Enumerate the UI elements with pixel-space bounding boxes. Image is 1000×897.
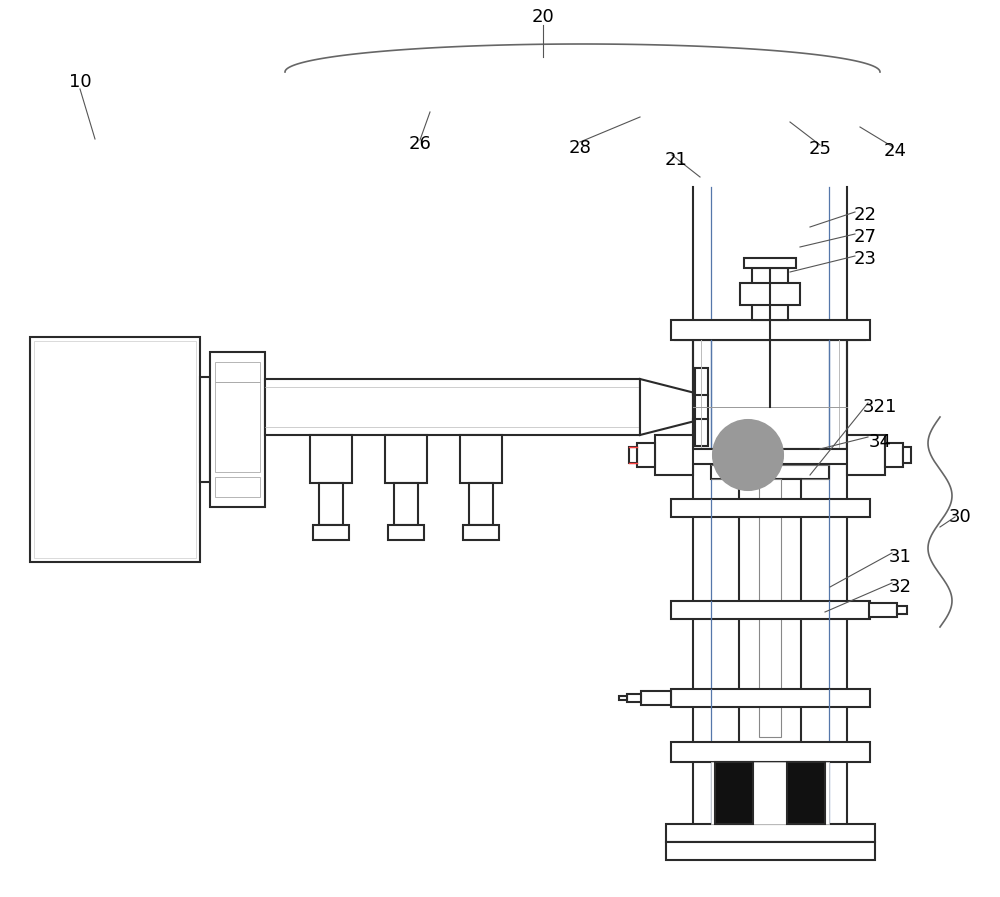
Bar — [385, 435, 427, 483]
Bar — [675, 449, 866, 464]
Text: 23: 23 — [854, 250, 876, 268]
Text: 34: 34 — [868, 433, 892, 451]
Bar — [469, 483, 493, 525]
Bar — [215, 477, 260, 497]
Bar — [265, 379, 640, 435]
Bar — [671, 742, 870, 762]
Text: 25: 25 — [808, 140, 832, 158]
Bar — [460, 435, 502, 483]
Text: 31: 31 — [889, 548, 911, 566]
Bar — [641, 691, 671, 705]
Bar — [759, 479, 781, 737]
Text: 321: 321 — [863, 398, 897, 416]
Bar — [885, 443, 903, 467]
Bar — [394, 483, 418, 525]
Bar — [671, 320, 870, 340]
Bar — [319, 483, 343, 525]
Bar — [869, 603, 897, 617]
Bar — [715, 762, 753, 824]
Text: 27: 27 — [854, 228, 876, 246]
Text: 32: 32 — [889, 578, 912, 596]
Text: 24: 24 — [884, 142, 906, 160]
Bar — [313, 525, 349, 540]
Bar — [629, 447, 637, 463]
Text: 26: 26 — [409, 135, 431, 153]
Bar — [619, 696, 627, 700]
Bar — [695, 368, 708, 446]
Bar — [34, 341, 196, 558]
Bar — [740, 283, 800, 305]
Bar — [637, 443, 655, 467]
Bar — [847, 435, 885, 475]
Text: 20: 20 — [532, 8, 554, 26]
Bar — [655, 435, 693, 475]
Bar — [627, 694, 641, 702]
Bar — [215, 382, 260, 472]
Bar — [897, 606, 907, 614]
Text: 21: 21 — [665, 151, 687, 169]
Bar — [752, 268, 788, 320]
Bar — [210, 352, 265, 507]
Bar — [215, 362, 260, 382]
Bar — [671, 689, 870, 707]
Bar — [711, 465, 829, 479]
Bar — [711, 762, 829, 824]
Bar — [388, 525, 424, 540]
Bar — [463, 525, 499, 540]
Bar — [787, 762, 825, 824]
Text: 28: 28 — [569, 139, 591, 157]
Bar — [671, 601, 870, 619]
Circle shape — [713, 420, 783, 490]
Text: 30: 30 — [949, 508, 971, 526]
Bar — [666, 824, 875, 842]
Bar — [666, 842, 875, 860]
Bar — [200, 377, 210, 482]
Bar — [739, 479, 801, 742]
Bar — [310, 435, 352, 483]
Polygon shape — [640, 379, 695, 435]
Text: 22: 22 — [854, 206, 876, 224]
Bar — [30, 337, 200, 562]
Bar — [744, 258, 796, 268]
Text: 10: 10 — [69, 73, 91, 91]
Bar — [671, 499, 870, 517]
Bar — [903, 447, 911, 463]
